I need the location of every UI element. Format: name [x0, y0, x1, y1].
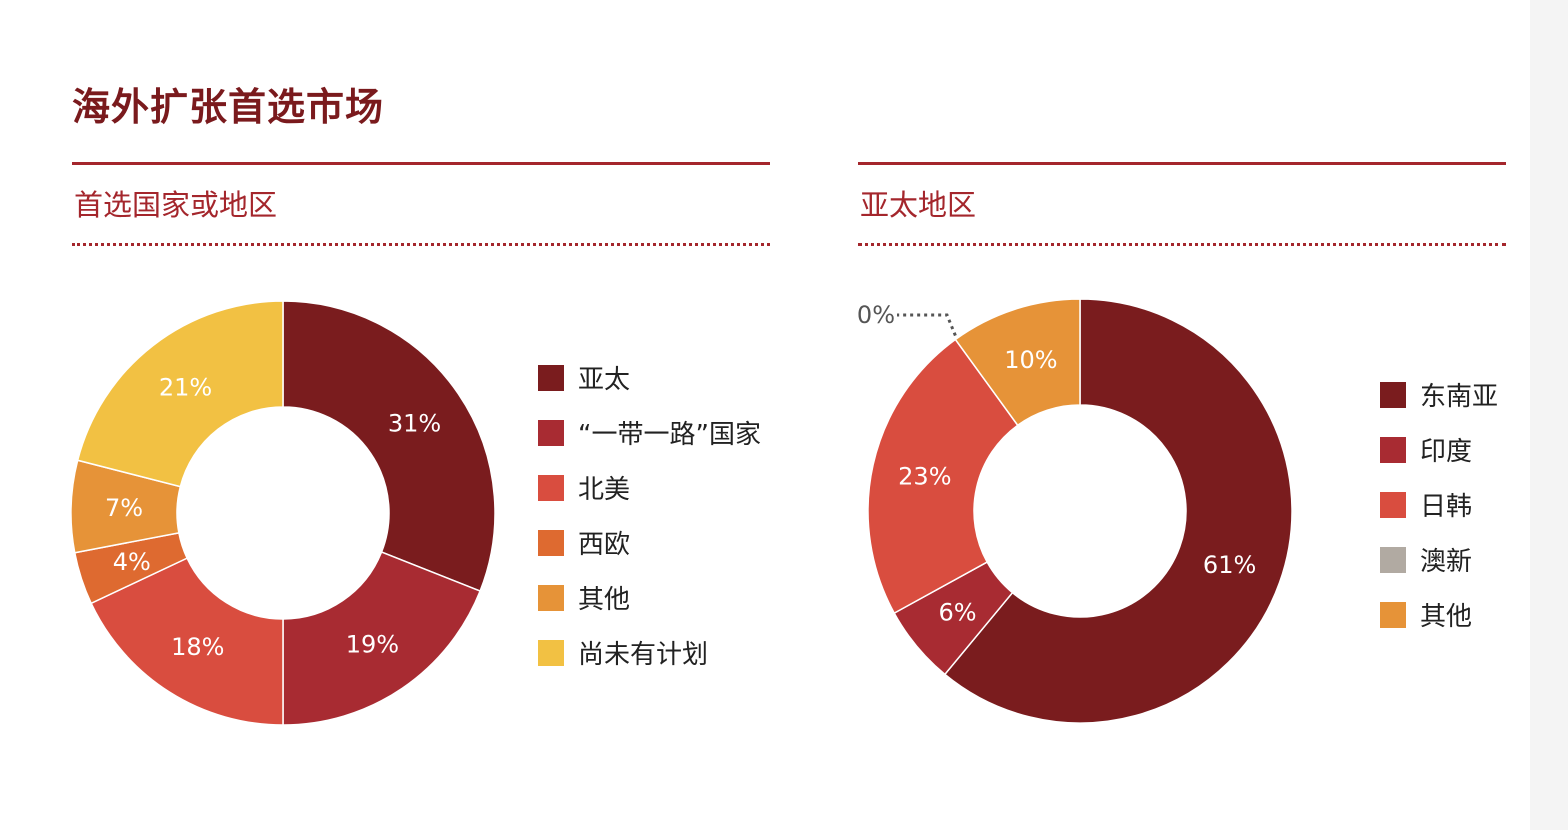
- legend-item: 日韩: [1380, 477, 1498, 532]
- panel-dotted-rule: [858, 243, 1506, 246]
- legend-swatch: [538, 474, 564, 501]
- legend-asia-pacific: 东南亚印度日韩澳新其他: [1380, 367, 1498, 642]
- legend-swatch: [538, 419, 564, 446]
- slice-value-label: 19%: [346, 631, 399, 659]
- slice-value-label: 7%: [105, 494, 143, 522]
- panel-title: 亚太地区: [860, 188, 977, 222]
- legend-label: 尚未有计划: [578, 640, 709, 670]
- legend-label: 其他: [578, 585, 631, 615]
- legend-swatch: [1380, 436, 1406, 463]
- legend-swatch: [1380, 601, 1406, 628]
- legend-label: 日韩: [1420, 492, 1473, 522]
- panel-asia-pacific: 亚太地区: [858, 162, 1506, 246]
- panel-top-rule: [72, 162, 770, 165]
- legend-item: 其他: [538, 570, 761, 625]
- panel-top-rule: [858, 162, 1506, 165]
- legend-swatch: [1380, 381, 1406, 408]
- legend-label: 西欧: [578, 530, 631, 560]
- donut-slice: [282, 300, 496, 593]
- panel-preferred-countries: 首选国家或地区: [72, 162, 770, 246]
- page-edge-strip: [1530, 0, 1568, 830]
- legend-label: 北美: [578, 475, 631, 505]
- donut-slice: [867, 338, 1019, 615]
- legend-item: 其他: [1380, 587, 1498, 642]
- callout-leader-line: [897, 313, 960, 343]
- slice-value-label: 6%: [938, 598, 976, 626]
- legend-item: 尚未有计划: [538, 625, 761, 680]
- legend-label: 澳新: [1420, 547, 1473, 577]
- legend-swatch: [538, 364, 564, 391]
- legend-swatch: [1380, 491, 1406, 518]
- slice-value-label: 4%: [113, 548, 151, 576]
- slice-value-label: 21%: [159, 373, 212, 401]
- legend-label: “一带一路”国家: [578, 420, 761, 450]
- legend-item: 北美: [538, 460, 761, 515]
- legend-swatch: [538, 639, 564, 666]
- legend-label: 印度: [1420, 437, 1473, 467]
- slice-value-label: 31%: [388, 410, 441, 438]
- legend-label: 其他: [1420, 602, 1473, 632]
- legend-label: 亚太: [578, 365, 631, 395]
- page-title: 海外扩张首选市场: [72, 84, 385, 129]
- legend-preferred-countries: 亚太 “一带一路”国家 北美西欧其他尚未有计划: [538, 350, 761, 680]
- slice-value-label: 61%: [1203, 551, 1256, 579]
- panel-dotted-rule: [72, 243, 770, 246]
- legend-label: 东南亚: [1420, 382, 1499, 412]
- legend-item: “一带一路”国家: [538, 405, 761, 460]
- donut-slice: [282, 551, 482, 726]
- slice-value-label: 23%: [898, 462, 951, 490]
- legend-swatch: [538, 584, 564, 611]
- legend-item: 西欧: [538, 515, 761, 570]
- legend-item: 印度: [1380, 422, 1498, 477]
- donut-slice: [943, 298, 1293, 724]
- slice-value-label: 18%: [171, 633, 224, 661]
- donut-slice: [954, 298, 1081, 427]
- legend-swatch: [1380, 546, 1406, 573]
- slice-value-label: 10%: [1004, 346, 1057, 374]
- slice-value-callout: 0%: [857, 301, 895, 329]
- legend-swatch: [538, 529, 564, 556]
- donut-slice: [90, 557, 284, 726]
- legend-item: 亚太: [538, 350, 761, 405]
- legend-item: 澳新: [1380, 532, 1498, 587]
- donut-slice: [76, 300, 284, 488]
- legend-item: 东南亚: [1380, 367, 1498, 422]
- panel-title: 首选国家或地区: [74, 188, 278, 222]
